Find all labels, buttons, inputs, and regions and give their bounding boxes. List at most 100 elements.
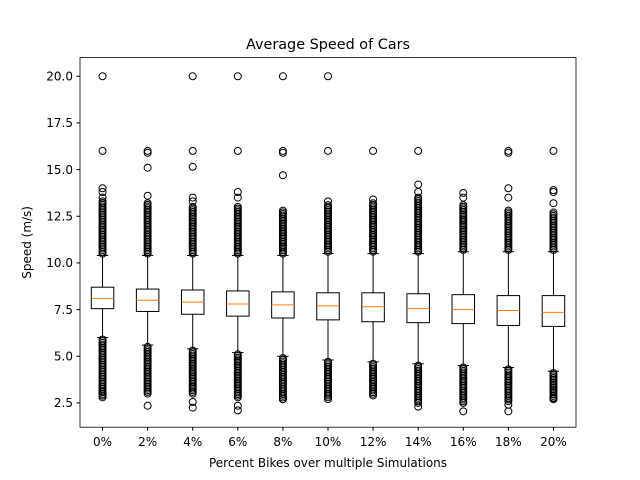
flier-high [369,199,378,208]
flier-outlier [504,184,513,193]
flier-outlier [98,193,107,202]
box-group-20pct [541,146,566,404]
flier-outlier [188,403,197,412]
flier-outlier [233,193,242,202]
flier-outlier [233,401,242,410]
y-tick-label: 15.0 [46,163,73,177]
flier-high [188,202,197,211]
y-tick-label: 10.0 [46,256,73,270]
flier-outlier [459,188,468,197]
flier-low [459,363,468,372]
flier-outlier [504,146,513,155]
flier-high [549,208,558,217]
x-tick-label: 20% [540,435,567,449]
flier-outlier [233,146,242,155]
flier-outlier [414,402,423,411]
flier-outlier [414,146,423,155]
flier-outlier [324,146,332,155]
y-tick-label: 17.5 [46,116,73,130]
x-axis-label: Percent Bikes over multiple Simulations [209,456,447,470]
chart-marks [90,72,566,416]
flier-low [278,354,287,363]
flier-outlier [504,400,513,409]
flier-outlier [459,407,468,416]
flier-low [504,365,513,374]
flier-high [504,206,513,215]
flier-outlier [233,72,242,81]
x-tick-label: 2% [138,435,157,449]
flier-low [233,350,242,359]
flier-outlier [278,395,287,404]
flier-outlier [324,395,332,404]
flier-outlier [188,197,197,206]
flier-outlier [278,146,287,155]
flier-low [369,359,378,368]
flier-outlier [98,188,107,196]
y-tick-label: 12.5 [46,210,73,224]
flier-low [143,342,152,351]
y-tick-label: 7.5 [54,303,73,317]
flier-outlier [188,398,197,406]
flier-outlier [143,191,152,200]
flier-high [278,206,287,215]
flier-outlier [233,188,242,196]
y-axis-label: Speed (m/s) [20,206,34,279]
flier-low [188,346,197,355]
flier-outlier [278,72,287,81]
x-tick-label: 0% [93,435,112,449]
flier-outlier [188,72,197,81]
box-group-14pct [406,146,430,411]
flier-outlier [98,72,107,81]
x-tick-label: 14% [405,435,432,449]
flier-outlier [188,162,197,171]
flier-high [414,193,423,202]
x-tick-label: 12% [360,435,387,449]
flier-high [324,201,332,210]
flier-low [414,361,423,370]
flier-outlier [549,146,558,155]
box-group-0pct [90,72,115,402]
flier-low [549,369,558,378]
box-group-2pct [135,146,160,410]
flier-outlier [369,195,378,204]
box-group-18pct [496,146,521,416]
x-tick-label: 8% [273,435,292,449]
flier-outlier [459,193,468,202]
x-tick-label: 16% [450,435,477,449]
box-group-10pct [316,72,340,404]
y-tick-label: 2.5 [54,396,73,410]
flier-high [98,197,107,206]
x-axis: 0% 2% 4% 6% 8% 10% 12% 14% 16% 18% 20% [93,427,567,449]
x-tick-label: 6% [228,435,247,449]
box-group-4pct [180,72,205,412]
flier-outlier [278,171,287,180]
x-tick-label: 4% [183,435,202,449]
y-tick-label: 5.0 [54,350,73,364]
y-tick-label: 20.0 [46,70,73,84]
flier-low [324,357,332,366]
flier-outlier [143,163,152,172]
flier-outlier [233,406,242,415]
flier-outlier [324,72,332,81]
flier-outlier [369,146,378,155]
flier-outlier [98,387,107,396]
flier-low [98,335,107,344]
flier-outlier [549,394,558,403]
flier-high [233,202,242,211]
flier-outlier [324,197,332,206]
box-group-16pct [451,188,476,416]
flier-outlier [414,180,423,189]
y-axis: 2.5 5.0 7.5 10.0 12.5 15.0 17.5 20.0 [46,70,80,410]
x-tick-label: 18% [495,435,522,449]
flier-outlier [143,146,152,155]
flier-outlier [549,186,558,195]
flier-outlier [188,193,197,202]
flier-outlier [98,184,107,193]
box-group-6pct [226,72,250,415]
box-group-12pct [361,146,385,400]
flier-outlier [143,401,152,410]
box-iqr [541,295,566,327]
chart-title: Average Speed of Cars [246,37,410,53]
box-group-8pct [271,72,295,404]
